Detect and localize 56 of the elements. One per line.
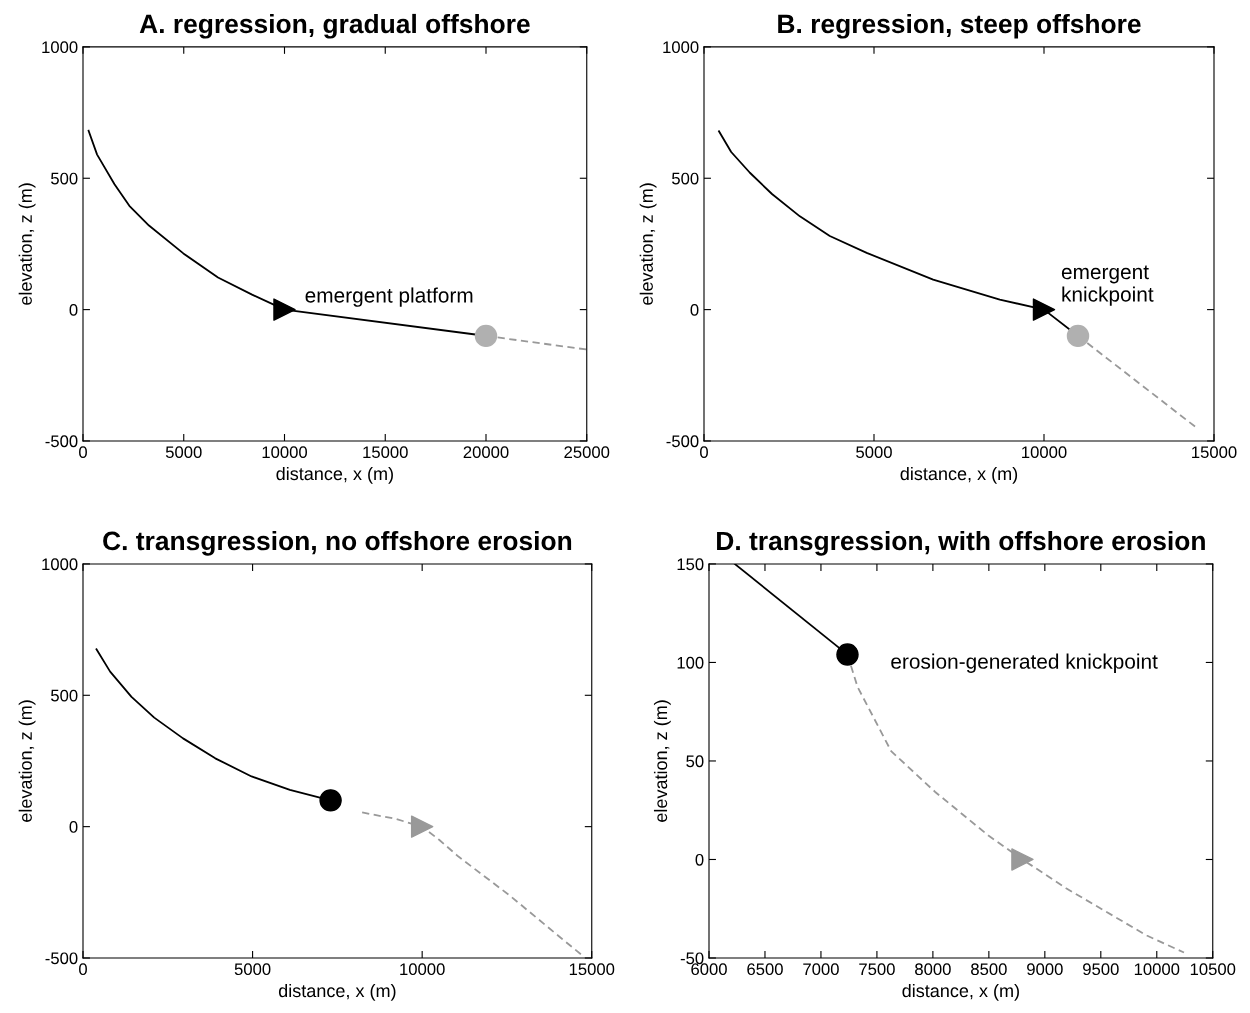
chart-title: D. transgression, with offshore erosion: [717, 530, 1205, 556]
chart-title: B. regression, steep offshore: [778, 13, 1141, 39]
x-axis-title: distance, x (m): [278, 983, 396, 1001]
y-tick-label: 50: [686, 755, 704, 768]
y-tick-label: 1000: [663, 41, 699, 54]
x-tick-label: 15000: [569, 963, 615, 976]
line-series: [361, 811, 584, 957]
x-tick-label: 8000: [915, 963, 951, 976]
y-tick-label: 500: [51, 689, 78, 702]
y-tick-label: 0: [690, 304, 699, 316]
x-axis-title: distance, x (m): [902, 983, 1019, 1001]
x-tick-label: 10000: [1022, 446, 1067, 459]
y-tick-label: 0: [69, 304, 78, 316]
x-tick-label: 25000: [564, 446, 610, 459]
x-tick-label: 5000: [165, 446, 202, 459]
x-tick-label: 15000: [1192, 446, 1237, 459]
chart-title: A. regression, gradual offshore: [139, 13, 530, 39]
x-tick-label: 6500: [747, 963, 783, 976]
y-axis-title: elevation, z (m): [653, 700, 671, 822]
x-tick-label: 9000: [1027, 963, 1063, 976]
x-tick-label: 20000: [463, 446, 509, 459]
x-tick-label: 0: [79, 446, 87, 459]
y-tick-label: 1000: [42, 41, 78, 54]
x-tick-label: 0: [79, 963, 87, 976]
x-tick-label: 7000: [803, 963, 839, 976]
annotation: erosion-generated knickpoint: [891, 653, 1158, 673]
y-axis-title: elevation, z (m): [18, 700, 36, 822]
y-tick-label: 0: [69, 821, 78, 833]
annotation: emergent platform: [305, 287, 473, 307]
y-tick-label: 100: [677, 656, 704, 669]
x-tick-label: 10000: [1134, 963, 1180, 976]
y-tick-label: -50: [680, 952, 704, 965]
y-tick-label: -500: [666, 435, 699, 448]
y-tick-label: 500: [672, 172, 699, 185]
x-tick-label: 9500: [1083, 963, 1119, 976]
x-tick-label: 10000: [262, 446, 308, 459]
x-tick-label: 10500: [1190, 963, 1236, 976]
x-tick-label: 10000: [400, 963, 445, 976]
annotation: emergent knickpoint: [1061, 265, 1154, 306]
y-tick-label: 150: [677, 558, 704, 571]
x-tick-label: 6000: [691, 963, 727, 976]
chart-title: C. transgression, no offshore erosion: [103, 530, 572, 556]
y-tick-label: 0: [695, 853, 704, 866]
y-tick-label: -500: [45, 435, 78, 448]
y-tick-label: 500: [51, 172, 78, 185]
x-tick-label: 5000: [234, 963, 271, 976]
x-axis-title: distance, x (m): [276, 466, 393, 484]
y-axis-title: elevation, z (m): [639, 183, 657, 305]
x-tick-label: 5000: [856, 446, 892, 459]
x-tick-label: 15000: [363, 446, 408, 459]
x-tick-label: 8500: [971, 963, 1007, 976]
y-tick-label: 1000: [42, 558, 78, 571]
y-axis-title: elevation, z (m): [18, 183, 36, 305]
y-tick-label: -500: [45, 952, 78, 965]
x-tick-label: 7500: [859, 963, 895, 976]
x-axis-title: distance, x (m): [900, 466, 1018, 484]
